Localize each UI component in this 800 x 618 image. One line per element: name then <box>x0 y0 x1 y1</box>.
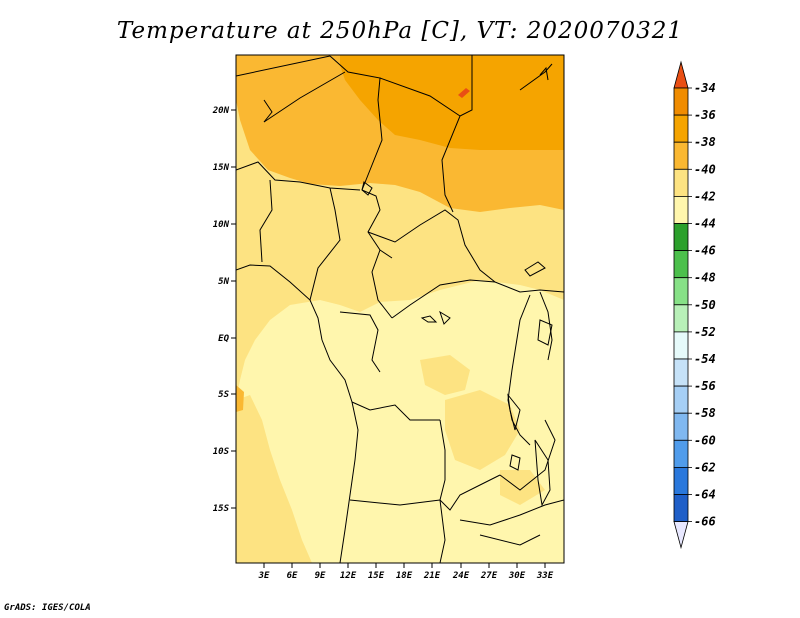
lon-label: 3E <box>258 571 270 581</box>
lon-label: 30E <box>508 571 526 581</box>
lat-label: 20N <box>212 106 230 116</box>
colorbar-label: -66 <box>694 515 716 529</box>
colorbar-box <box>673 358 689 387</box>
region-minus38 <box>340 55 564 150</box>
lat-label: 15N <box>213 163 230 173</box>
colorbar-box <box>673 494 689 523</box>
colorbar-label: -48 <box>694 271 716 285</box>
lat-label: 10S <box>213 447 230 457</box>
lon-label: 21E <box>423 571 441 581</box>
lon-label: 33E <box>536 571 554 581</box>
colorbar-box <box>673 385 689 414</box>
colorbar-top-arrow <box>673 60 689 89</box>
colorbar-label: -34 <box>694 81 716 95</box>
colorbar-box <box>673 168 689 197</box>
chart-title: Temperature at 250hPa [C], VT: 202007032… <box>116 18 684 44</box>
latitude-ticks: 20N 15N 10N 5N EQ 5S 10S 15S <box>212 106 236 514</box>
lon-label: 12E <box>340 571 357 581</box>
colorbar-box <box>673 141 689 170</box>
region-minus36 <box>458 88 470 98</box>
colorbar-label: -40 <box>694 162 716 176</box>
colorbar-box <box>673 331 689 360</box>
region-minus42-basin <box>420 355 470 395</box>
lon-label: 24E <box>452 571 470 581</box>
colorbar-box <box>673 87 689 116</box>
country-borders <box>236 55 564 563</box>
colorbar-label: -52 <box>694 325 716 339</box>
region-minus42-coast <box>236 395 312 563</box>
lon-label: 27E <box>480 571 498 581</box>
colorbar-box <box>673 277 689 306</box>
lon-label: 6E <box>287 571 298 581</box>
lon-label: 15E <box>368 571 385 581</box>
colorbar-box <box>673 304 689 333</box>
region-minus42-east <box>445 390 520 470</box>
colorbar: -34 -36 -38 -40 -42 -44 -46 -48 -50 -52 -54 -56 -58 -… <box>673 60 716 550</box>
colorbar-label: -56 <box>694 379 716 393</box>
colorbar-box <box>673 114 689 143</box>
colorbar-box <box>673 412 689 441</box>
map-frame <box>235 54 565 564</box>
colorbar-label: -44 <box>694 217 716 231</box>
colorbar-box <box>673 250 689 279</box>
lat-label: 5S <box>218 390 229 400</box>
colorbar-box <box>673 223 689 252</box>
colorbar-label: -60 <box>694 433 716 447</box>
colorbar-label: -46 <box>694 244 716 258</box>
colorbar-box <box>673 195 689 224</box>
map-panel: 3E 6E 9E 12E 15E 18E 21E 24E 27E 30E 33E 20N 15N 10N… <box>212 54 565 581</box>
lat-label: 5N <box>218 277 229 287</box>
lon-label: 18E <box>396 571 413 581</box>
lat-label: 15S <box>213 504 230 514</box>
colorbar-label: -62 <box>694 460 716 474</box>
lat-label: EQ <box>218 334 229 344</box>
colorbar-label: -38 <box>694 135 716 149</box>
colorbar-label: -58 <box>694 406 716 420</box>
region-minus40-coast <box>236 385 244 412</box>
colorbar-box <box>673 439 689 468</box>
colorbar-label: -54 <box>694 352 716 366</box>
lat-label: 10N <box>213 220 230 230</box>
colorbar-label: -36 <box>694 108 716 122</box>
lon-label: 9E <box>315 571 326 581</box>
colorbar-bottom-arrow <box>673 521 689 550</box>
colorbar-label: -50 <box>694 298 716 312</box>
colorbar-label: -42 <box>694 189 716 203</box>
longitude-ticks: 3E 6E 9E 12E 15E 18E 21E 24E 27E 30E 33E <box>258 563 554 581</box>
colorbar-box <box>673 466 689 495</box>
colorbar-label: -64 <box>694 488 716 502</box>
credit-text: GrADS: IGES/COLA <box>4 603 91 613</box>
